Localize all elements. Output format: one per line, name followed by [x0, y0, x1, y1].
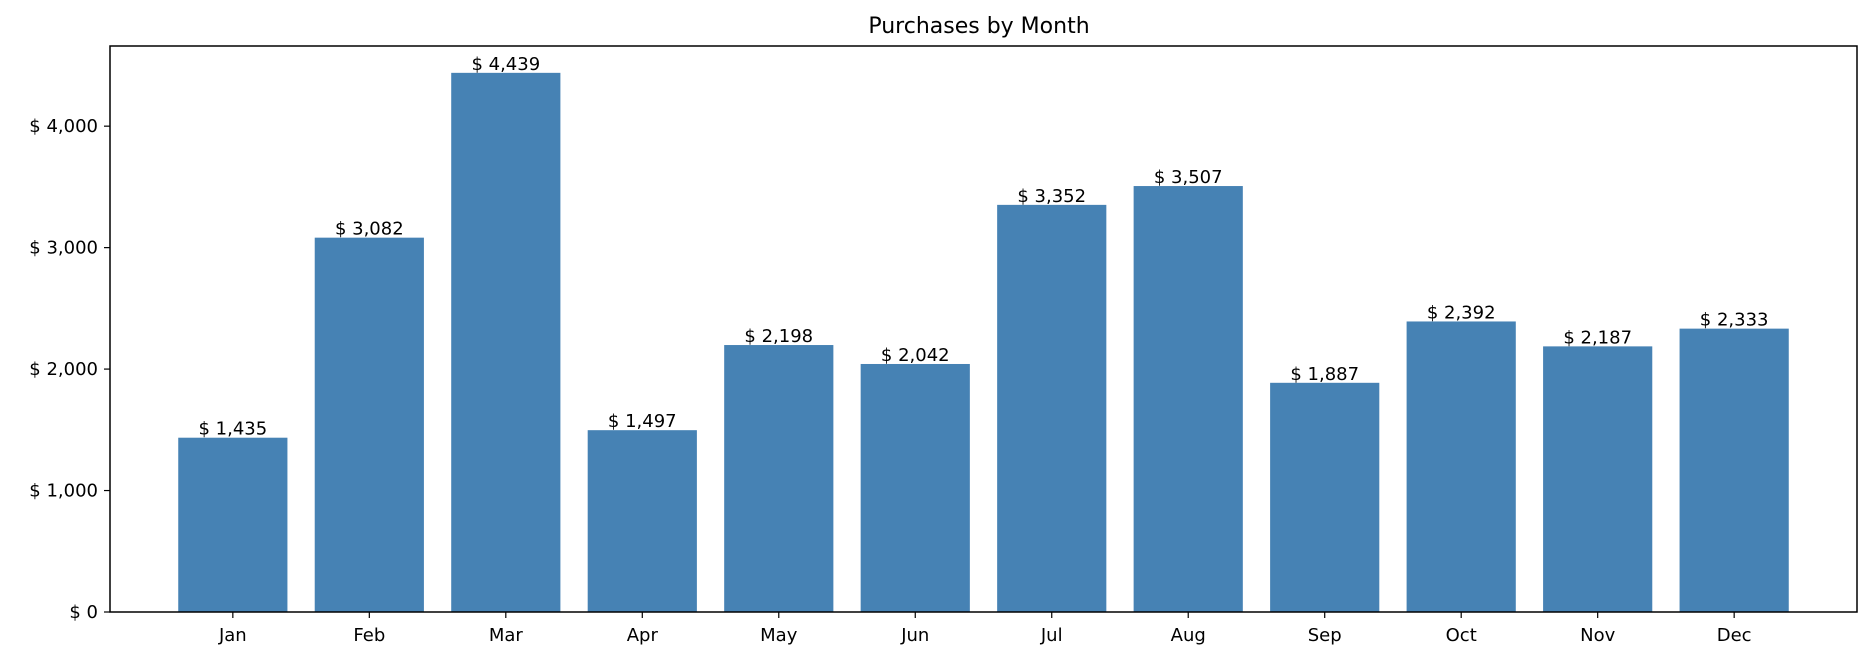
y-tick-label-1000: $ 1,000	[29, 481, 98, 502]
x-tick-label-jun: Jun	[900, 625, 929, 646]
data-label-may: $ 2,198	[744, 326, 813, 347]
y-tick-label-2000: $ 2,000	[29, 359, 98, 380]
x-tick-label-may: May	[760, 625, 798, 646]
plot-frame	[109, 45, 1858, 613]
bar-nov	[1543, 346, 1653, 612]
x-tick-label-jan: Jan	[218, 625, 247, 646]
x-tick-label-sep: Sep	[1308, 625, 1342, 646]
x-tick-label-aug: Aug	[1171, 625, 1206, 646]
data-label-apr: $ 1,497	[608, 411, 677, 432]
data-label-nov: $ 2,187	[1563, 327, 1632, 348]
y-tick-label-3000: $ 3,000	[29, 238, 98, 259]
x-tick-label-mar: Mar	[489, 625, 524, 646]
x-tick-label-nov: Nov	[1580, 625, 1615, 646]
bar-mar	[451, 72, 561, 613]
data-label-jun: $ 2,042	[881, 345, 950, 366]
x-tick-label-oct: Oct	[1446, 625, 1477, 646]
data-label-feb: $ 3,082	[335, 219, 404, 240]
data-label-mar: $ 4,439	[471, 54, 540, 75]
y-axis: $ 0 $ 1,000 $ 2,000 $ 3,000 $ 4,000	[29, 116, 110, 623]
x-tick-label-jul: Jul	[1040, 625, 1063, 646]
bar-jul	[997, 204, 1107, 613]
x-tick-label-dec: Dec	[1717, 625, 1752, 646]
x-axis: Jan Feb Mar Apr May Jun Jul Aug Sep Oct Nov Dec	[218, 612, 1752, 646]
bars-group	[178, 72, 1789, 613]
bar-aug	[1133, 186, 1243, 613]
bar-feb	[314, 237, 424, 612]
bar-sep	[1270, 382, 1380, 612]
bar-may	[724, 345, 834, 612]
data-labels-group: $ 1,435 $ 3,082 $ 4,439 $ 1,497 $ 2,198 $ 2,0…	[198, 54, 1768, 440]
chart-title: Purchases by Month	[868, 14, 1089, 39]
bar-jan	[178, 437, 288, 612]
data-label-jul: $ 3,352	[1017, 186, 1086, 207]
data-label-aug: $ 3,507	[1154, 167, 1223, 188]
data-label-oct: $ 2,392	[1427, 302, 1496, 323]
bar-dec	[1679, 328, 1789, 612]
x-tick-label-feb: Feb	[353, 625, 385, 646]
y-tick-label-0: $ 0	[69, 602, 98, 623]
x-tick-label-apr: Apr	[627, 625, 659, 646]
data-label-jan: $ 1,435	[198, 419, 267, 440]
data-label-dec: $ 2,333	[1700, 310, 1769, 331]
bar-jun	[860, 363, 970, 612]
data-label-sep: $ 1,887	[1290, 364, 1359, 385]
bar-apr	[587, 430, 697, 612]
bar-oct	[1406, 321, 1516, 612]
y-tick-label-4000: $ 4,000	[29, 116, 98, 137]
